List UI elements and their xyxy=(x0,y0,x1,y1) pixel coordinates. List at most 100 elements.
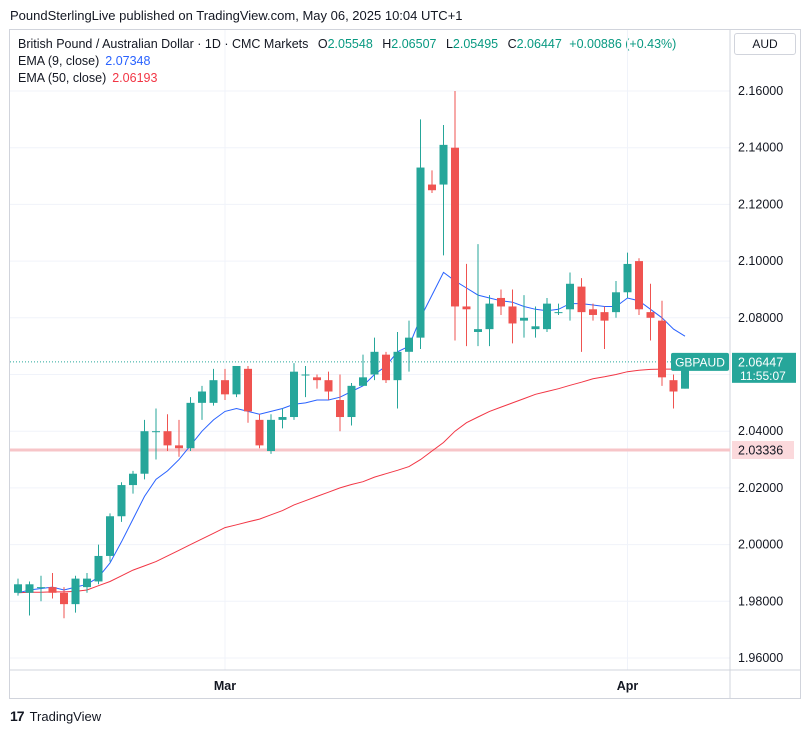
candle-body xyxy=(37,587,45,589)
candle-body xyxy=(474,329,482,332)
candle-body xyxy=(198,391,206,403)
candle-body xyxy=(635,261,643,310)
candle-body xyxy=(129,473,137,486)
change-value: +0.00886 (+0.43%) xyxy=(569,37,677,51)
y-tick-label: 2.16000 xyxy=(738,84,783,98)
last-price-label: 2.06447 xyxy=(738,355,783,369)
ema50-value: 2.06193 xyxy=(112,71,158,85)
candle-body xyxy=(612,292,620,313)
candle-body xyxy=(405,337,413,352)
candle-body xyxy=(520,317,528,321)
candle-body xyxy=(232,365,241,395)
high-label: H xyxy=(382,37,392,51)
open-label: O xyxy=(317,37,328,51)
publisher-header: PoundSterlingLive published on TradingVi… xyxy=(10,8,463,23)
level-price-label: 2.03336 xyxy=(738,444,783,458)
ema9-value: 2.07348 xyxy=(105,54,151,68)
candle-body xyxy=(83,578,91,588)
y-tick-label: 2.12000 xyxy=(738,197,783,211)
ema50-row[interactable]: EMA (50, close) 2.06193 xyxy=(18,70,676,87)
candle-body xyxy=(336,400,344,418)
y-tick-label: 1.98000 xyxy=(738,594,783,608)
candle-body xyxy=(428,184,436,191)
y-tick-label: 1.96000 xyxy=(738,651,783,665)
last-price-tag xyxy=(732,352,796,383)
candle-body xyxy=(313,377,321,381)
candle-body xyxy=(359,377,367,386)
y-tick-label: 2.10000 xyxy=(738,254,783,268)
candle-body xyxy=(175,445,183,449)
brand: 17 TradingView xyxy=(10,708,101,724)
candle-body xyxy=(25,584,34,593)
bar-countdown-label: 11:55:07 xyxy=(740,369,786,383)
low-label: L xyxy=(445,37,453,51)
close-label: C xyxy=(507,37,517,51)
ema50-label: EMA (50, close) xyxy=(18,71,107,85)
chart-legend: British Pound / Australian Dollar · 1D ·… xyxy=(18,36,676,87)
low-value: 2.05495 xyxy=(452,37,499,51)
ema9-label: EMA (9, close) xyxy=(18,54,100,68)
ema50-line xyxy=(17,368,685,594)
y-tick-label: 2.00000 xyxy=(738,538,783,552)
x-tick-label: Mar xyxy=(214,679,236,693)
candle-body xyxy=(163,431,172,446)
candle-body xyxy=(267,419,275,452)
candle-body xyxy=(71,578,80,605)
candle-body xyxy=(600,312,609,321)
y-tick-label: 2.14000 xyxy=(738,141,783,155)
candle-body xyxy=(451,147,459,307)
y-tick-label: 2.02000 xyxy=(738,481,783,495)
candle-body xyxy=(186,402,195,449)
candle-body xyxy=(140,431,149,474)
close-value: 2.06447 xyxy=(516,37,562,51)
candle-body xyxy=(566,283,574,310)
candle-body xyxy=(681,363,689,389)
candle-body xyxy=(152,431,160,433)
candle-body xyxy=(278,417,287,420)
candle-body xyxy=(623,263,632,293)
candle-body xyxy=(485,303,494,330)
x-tick-label: Apr xyxy=(617,679,639,693)
candle-body xyxy=(94,555,103,582)
currency-button[interactable]: AUD xyxy=(734,33,796,55)
candle-body xyxy=(290,371,298,418)
candle-body xyxy=(255,419,264,446)
candle-body xyxy=(577,286,586,313)
chart-frame xyxy=(9,29,801,699)
open-value: 2.05548 xyxy=(327,37,373,51)
candle-body xyxy=(370,351,379,375)
candle-body xyxy=(106,516,114,556)
candle-body xyxy=(60,592,68,605)
candle-body xyxy=(497,297,505,307)
candle-body xyxy=(48,587,57,593)
candle-body xyxy=(209,380,218,403)
high-value: 2.06507 xyxy=(391,37,437,51)
y-tick-label: 2.08000 xyxy=(738,311,783,325)
candle-body xyxy=(117,485,126,517)
ema9-row[interactable]: EMA (9, close) 2.07348 xyxy=(18,53,676,70)
candle-body xyxy=(439,144,448,185)
candle-body xyxy=(554,312,563,314)
tradingview-logo-icon: 17 xyxy=(10,708,25,724)
candle-body xyxy=(669,380,678,392)
candle-body xyxy=(347,385,356,418)
y-tick-label: 2.04000 xyxy=(738,424,783,438)
candle-body xyxy=(658,320,666,378)
symbol-tag xyxy=(671,352,729,371)
symbol-tag-label: GBPAUD xyxy=(675,355,725,369)
symbol-title[interactable]: British Pound / Australian Dollar · 1D ·… xyxy=(18,37,309,51)
candle-body xyxy=(393,351,402,381)
candle-body xyxy=(324,380,333,392)
candle-body xyxy=(382,354,390,381)
ohlc-row: British Pound / Australian Dollar · 1D ·… xyxy=(18,36,676,53)
candle-body xyxy=(508,306,517,324)
candle-body xyxy=(14,584,22,593)
brand-name: TradingView xyxy=(29,708,102,724)
candle-body xyxy=(531,326,540,330)
candle-body xyxy=(301,374,310,376)
candle-body xyxy=(589,309,597,315)
candle-body xyxy=(244,368,252,412)
candle-body xyxy=(543,303,551,330)
candle-body xyxy=(416,167,425,338)
